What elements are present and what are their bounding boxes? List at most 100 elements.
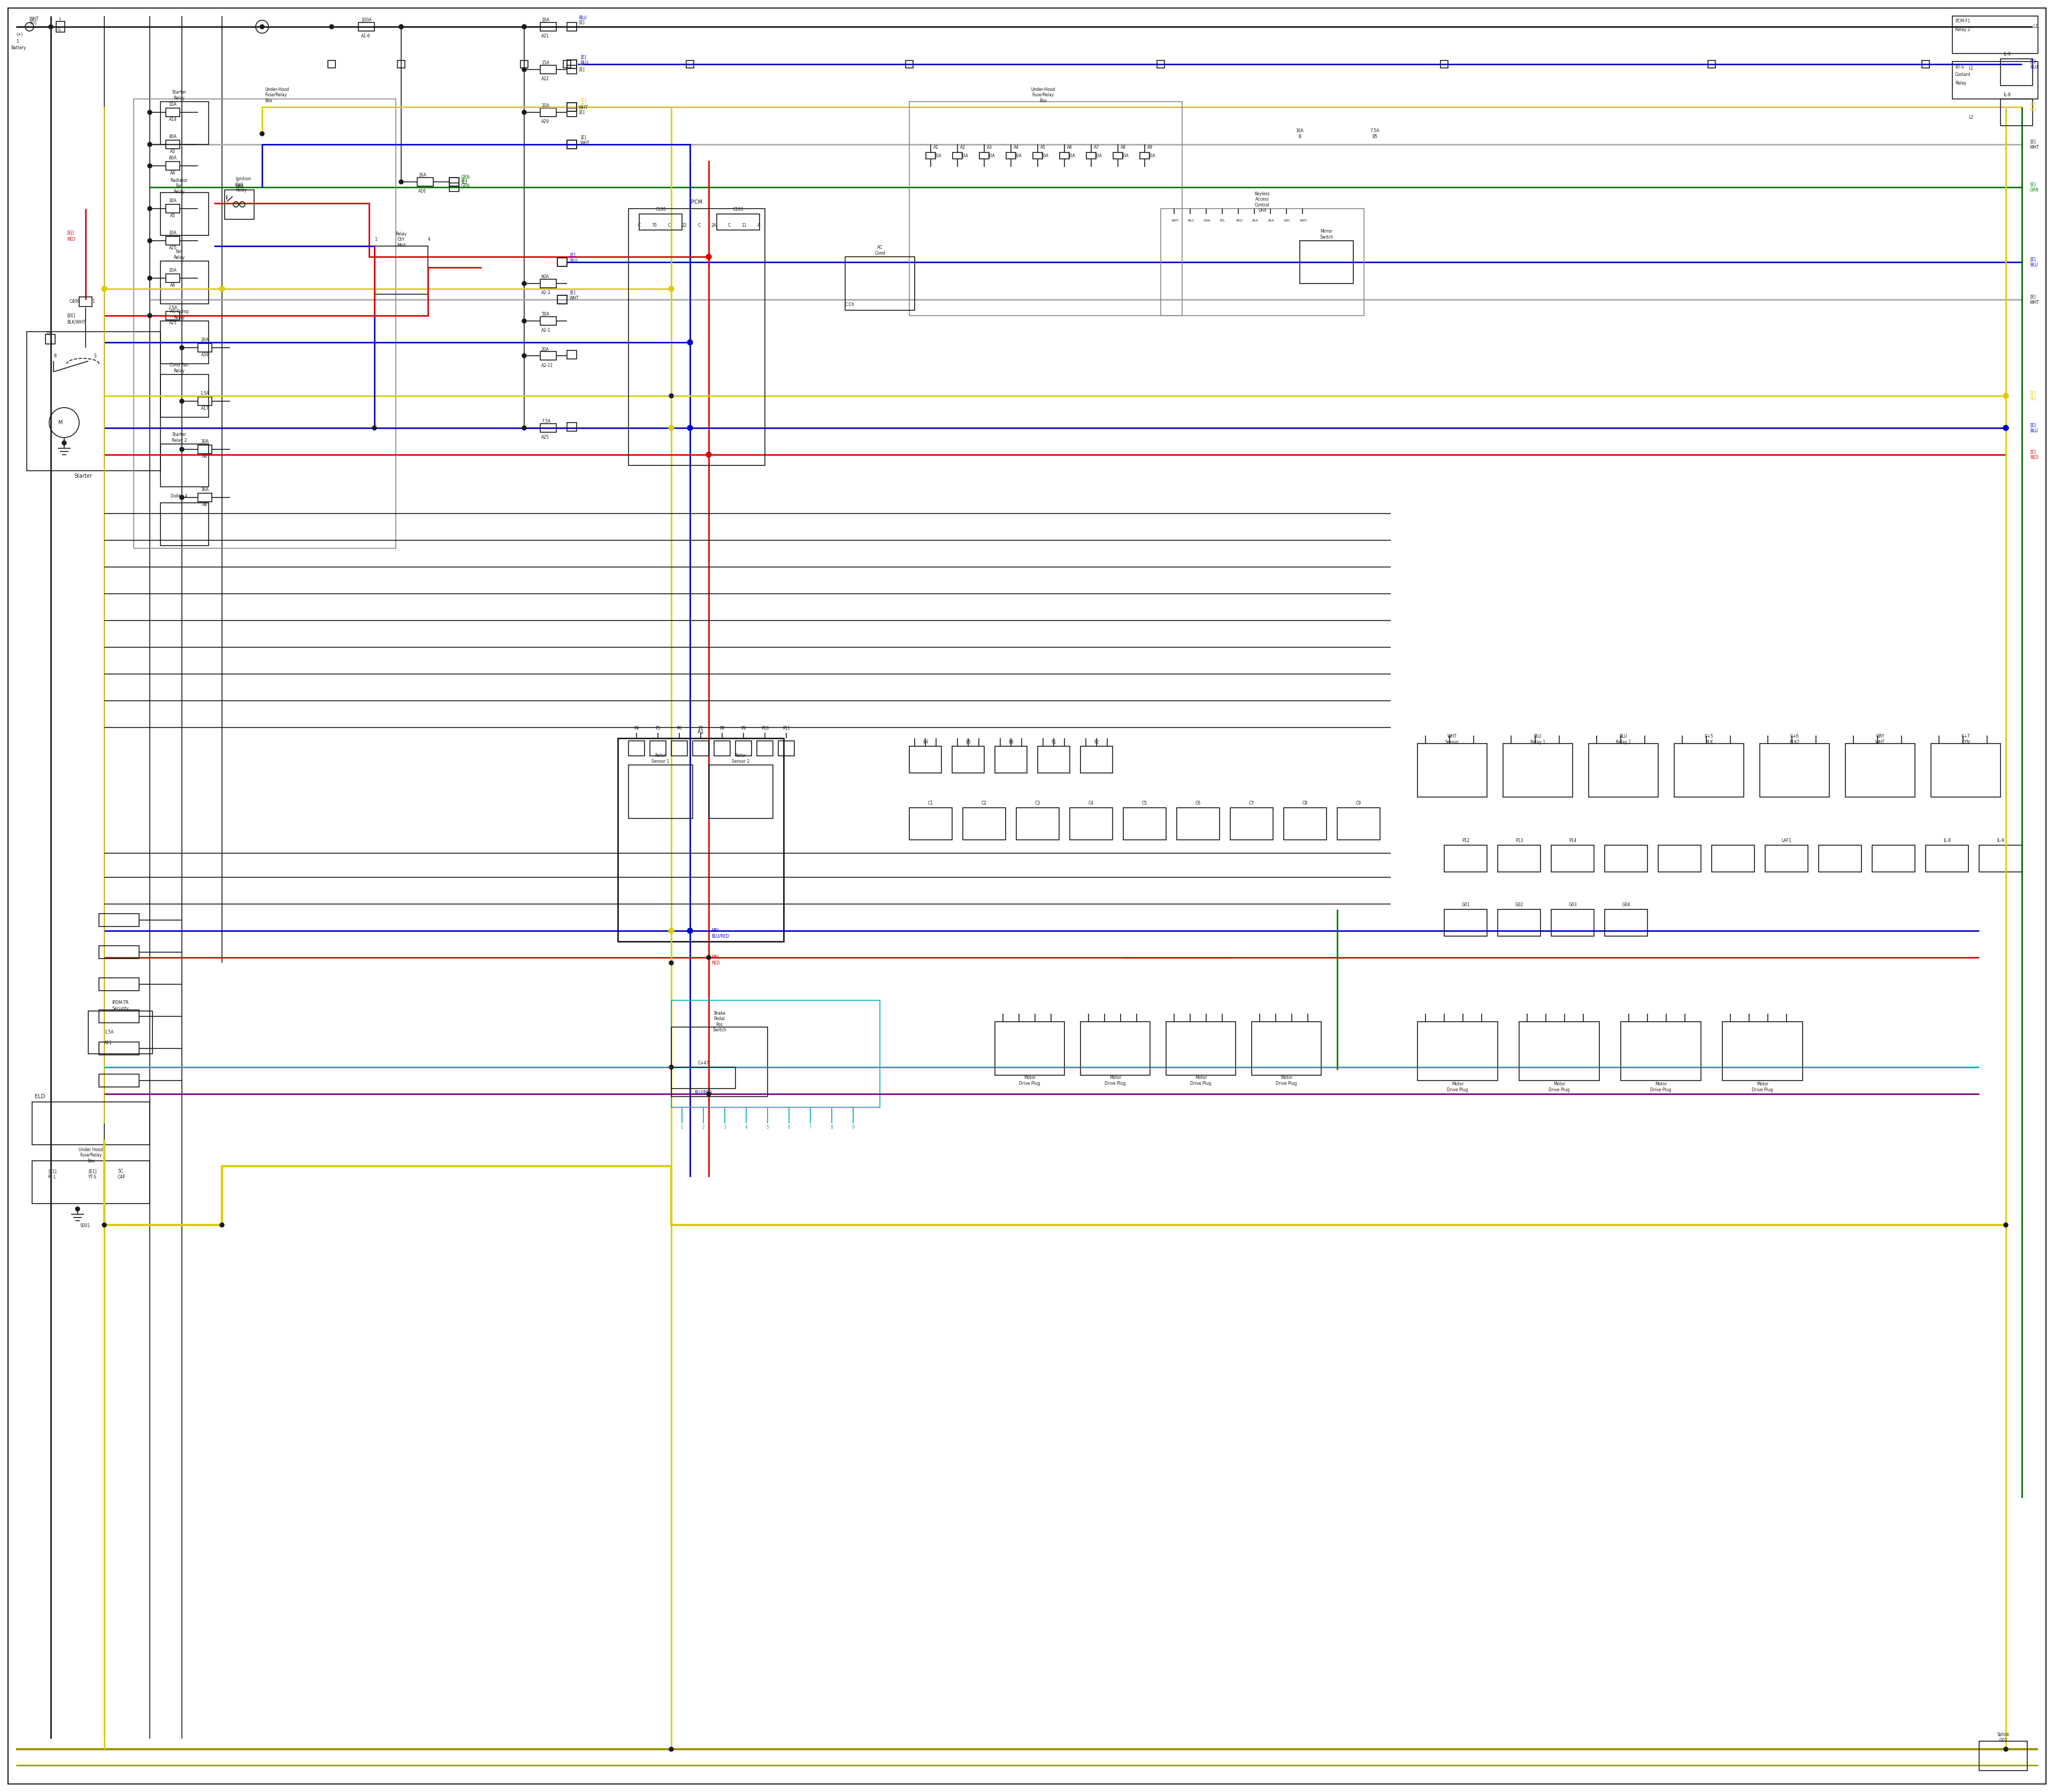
Text: 10A: 10A (1041, 154, 1048, 158)
Circle shape (398, 179, 403, 185)
Bar (1251, 1021, 1321, 1075)
Text: S001: S001 (80, 1224, 90, 1229)
Text: Keyless
Access
Control
Unit: Keyless Access Control Unit (1255, 192, 1269, 213)
Circle shape (707, 453, 711, 457)
Bar (1497, 846, 1540, 873)
Circle shape (688, 425, 692, 430)
Bar (1871, 846, 1914, 873)
Bar (197, 493, 212, 502)
Bar (1033, 152, 1043, 159)
Text: P9: P9 (741, 726, 746, 731)
Bar (450, 177, 458, 186)
Text: 10A: 10A (542, 104, 548, 108)
Text: IL-9: IL-9 (2003, 52, 2011, 57)
Bar (1927, 846, 1968, 873)
Bar (540, 23, 557, 30)
Bar (540, 108, 557, 116)
Bar (1953, 16, 2038, 54)
Text: 16A: 16A (419, 174, 427, 177)
Bar (197, 344, 212, 351)
Text: GRY
WHT: GRY WHT (1875, 735, 1886, 744)
Circle shape (329, 25, 333, 29)
Bar (329, 61, 335, 68)
Bar (1037, 745, 1070, 772)
Circle shape (181, 400, 185, 403)
Bar (197, 396, 212, 405)
Bar (33, 1161, 150, 1204)
Text: A2: A2 (959, 145, 965, 149)
Text: C9: C9 (1356, 801, 1362, 806)
Bar (1551, 846, 1594, 873)
Text: 7.5A: 7.5A (542, 419, 550, 425)
Bar (1161, 208, 1364, 315)
Text: 8: 8 (830, 1125, 834, 1131)
Text: A16: A16 (419, 190, 427, 194)
Bar (557, 258, 567, 267)
Circle shape (2003, 425, 2009, 430)
Circle shape (148, 276, 152, 280)
Text: 5C
C4P: 5C C4P (117, 1168, 125, 1179)
Circle shape (103, 1222, 107, 1228)
Bar (1980, 1742, 2027, 1770)
Bar (197, 444, 212, 453)
Text: (+): (+) (16, 32, 23, 38)
Text: Motor
Drive Plug: Motor Drive Plug (1549, 1082, 1569, 1091)
Bar (520, 61, 528, 68)
Bar (1017, 808, 1060, 840)
Bar (672, 740, 688, 756)
Text: C8: C8 (1302, 801, 1308, 806)
Bar (1113, 152, 1124, 159)
Text: 1.5A: 1.5A (199, 391, 210, 396)
Text: B5: B5 (965, 740, 972, 744)
Bar (567, 108, 577, 116)
Bar (563, 61, 571, 68)
Bar (1140, 152, 1150, 159)
Circle shape (670, 1064, 674, 1070)
Text: P4: P4 (635, 726, 639, 731)
Text: A4: A4 (1013, 145, 1019, 149)
Bar (99, 1041, 140, 1055)
Text: [E]
BLU: [E] BLU (2029, 256, 2038, 267)
Text: YEL: YEL (579, 63, 585, 68)
Text: [EE]: [EE] (68, 314, 76, 317)
Text: A9: A9 (1148, 145, 1152, 149)
Bar (540, 317, 557, 324)
Text: A3: A3 (170, 149, 175, 154)
Bar (672, 1027, 768, 1097)
Bar (1658, 846, 1701, 873)
Circle shape (670, 928, 674, 934)
Bar (567, 102, 577, 111)
Text: C+47: C+47 (698, 1061, 709, 1066)
Text: A21: A21 (542, 34, 548, 39)
Bar (166, 140, 181, 149)
Bar (686, 61, 694, 68)
Text: C3: C3 (1035, 801, 1041, 806)
Bar (953, 152, 961, 159)
Circle shape (522, 109, 526, 115)
Text: G01: G01 (1462, 903, 1471, 907)
Text: AC
Cond: AC Cond (875, 246, 885, 256)
Bar (692, 740, 709, 756)
Text: BLU
Relay 2: BLU Relay 2 (1616, 735, 1631, 744)
Bar (540, 280, 557, 289)
Bar (1440, 61, 1448, 68)
Bar (99, 978, 140, 991)
Circle shape (76, 1206, 80, 1211)
Bar (649, 740, 665, 756)
Bar (1337, 808, 1380, 840)
Text: P6: P6 (676, 726, 682, 731)
Circle shape (670, 961, 674, 966)
Text: WHT: WHT (1300, 219, 1308, 222)
Text: BLK: BLK (1251, 219, 1257, 222)
Circle shape (148, 163, 152, 168)
Circle shape (261, 25, 265, 29)
Bar (963, 808, 1006, 840)
Text: 11: 11 (741, 224, 746, 228)
Circle shape (522, 68, 526, 72)
Circle shape (670, 425, 674, 430)
Text: MFI
BLU/RED: MFI BLU/RED (711, 928, 729, 939)
Text: [E]
YEL: [E] YEL (2029, 102, 2038, 113)
Text: BLK: BLK (1267, 219, 1273, 222)
Text: YEL: YEL (1220, 219, 1226, 222)
Text: [E]: [E] (460, 179, 466, 185)
